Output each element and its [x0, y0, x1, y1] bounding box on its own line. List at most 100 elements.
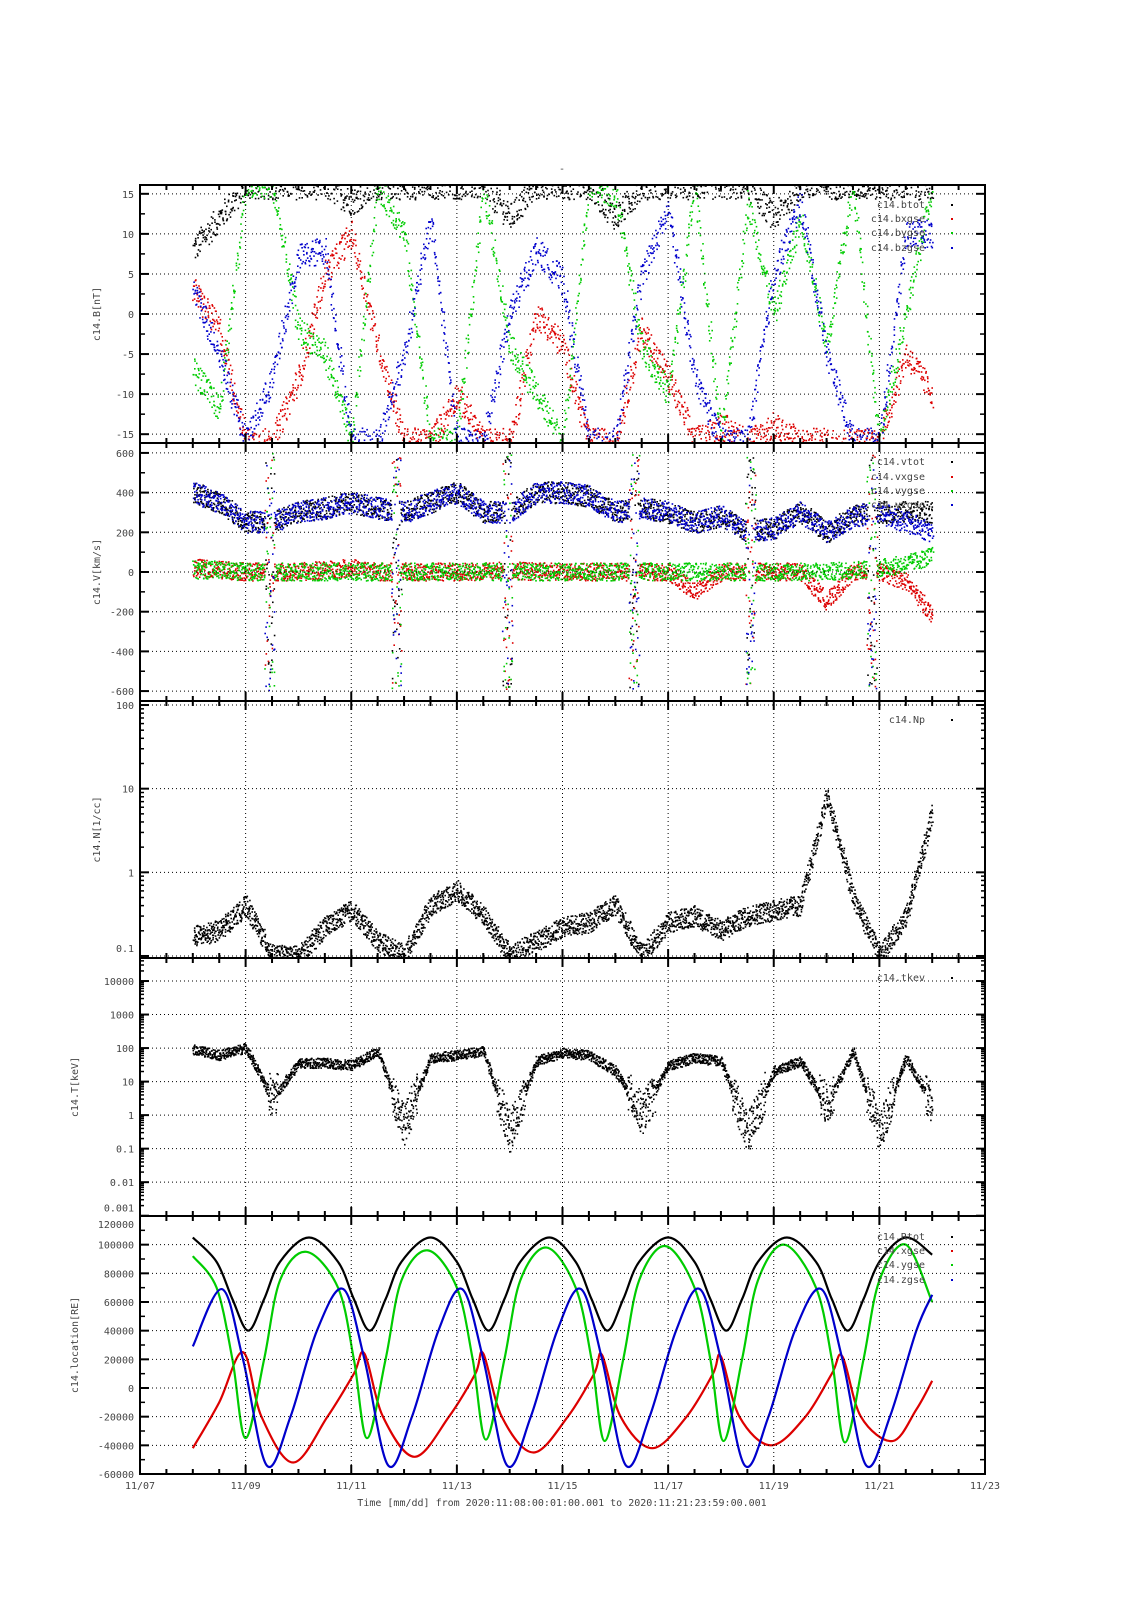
data-point [298, 366, 301, 368]
data-point [646, 343, 648, 346]
data-point [324, 280, 327, 282]
data-point [401, 432, 403, 434]
data-point [547, 412, 550, 414]
data-point [515, 416, 518, 418]
data-point [771, 209, 774, 212]
data-point [568, 389, 570, 391]
data-point [455, 427, 458, 430]
data-point [478, 421, 481, 423]
data-point [580, 425, 583, 428]
data-point [396, 226, 398, 228]
data-point [718, 417, 720, 419]
data-point [633, 373, 636, 376]
data-point [407, 192, 409, 195]
data-point [809, 438, 811, 440]
data-point [279, 424, 281, 426]
data-point [386, 390, 389, 392]
data-point [243, 201, 245, 203]
data-point [629, 280, 632, 282]
data-point [804, 192, 806, 194]
data-point [435, 191, 437, 194]
data-point [835, 186, 838, 189]
data-point [891, 406, 893, 409]
data-point [567, 349, 569, 352]
data-point [814, 431, 817, 433]
data-point [542, 394, 544, 397]
data-point [886, 193, 888, 196]
data-point [612, 211, 614, 213]
data-point [340, 195, 342, 197]
data-point [546, 410, 548, 412]
data-point [637, 337, 639, 340]
data-point [469, 422, 471, 425]
data-point [427, 185, 429, 188]
data-point [569, 386, 572, 389]
data-point [919, 198, 922, 200]
data-point [366, 293, 369, 296]
data-point [360, 271, 363, 274]
data-point [774, 437, 777, 439]
data-point [694, 430, 697, 432]
data-point [294, 319, 297, 322]
data-point [461, 415, 464, 418]
data-point [603, 429, 605, 432]
data-point [273, 194, 275, 196]
data-point [661, 195, 663, 197]
data-point [487, 215, 489, 217]
data-point [354, 255, 357, 258]
data-point [275, 200, 278, 202]
data-point [392, 410, 395, 412]
data-point [379, 355, 382, 357]
data-point [811, 437, 813, 439]
data-point [364, 191, 366, 194]
data-point [496, 187, 498, 190]
data-point [197, 297, 199, 300]
data-point [727, 392, 729, 394]
data-point [321, 282, 324, 285]
data-point [617, 218, 619, 221]
data-point [727, 370, 730, 372]
data-point [401, 421, 404, 423]
data-point [464, 411, 467, 413]
data-point [510, 439, 512, 441]
data-point [320, 277, 322, 280]
data-point [354, 233, 357, 236]
data-point [919, 361, 921, 363]
data-point [651, 361, 654, 364]
data-point [716, 386, 718, 388]
data-point [563, 185, 565, 187]
data-point [281, 238, 283, 241]
data-point [318, 354, 321, 356]
data-point [464, 357, 467, 359]
data-point [586, 426, 588, 429]
data-point [537, 313, 539, 315]
data-point [312, 333, 314, 335]
data-point [760, 265, 763, 268]
data-point [676, 342, 679, 344]
data-point [717, 412, 719, 414]
data-point [602, 208, 604, 211]
data-point [689, 211, 692, 214]
data-point [374, 323, 377, 325]
data-point [302, 339, 304, 341]
data-point [642, 340, 644, 342]
data-point [220, 344, 223, 346]
data-point [224, 357, 226, 359]
data-point [218, 210, 221, 213]
data-point [626, 196, 629, 198]
data-point [252, 195, 254, 197]
data-point [639, 332, 642, 334]
data-point [708, 325, 710, 328]
data-point [220, 381, 223, 384]
data-point [876, 188, 879, 191]
data-point [531, 370, 533, 372]
data-point [229, 364, 232, 367]
data-point [615, 206, 618, 209]
data-point [214, 219, 216, 221]
data-point [816, 302, 818, 304]
data-point [403, 222, 406, 224]
data-point [287, 194, 290, 196]
data-point [351, 220, 353, 223]
data-point [560, 345, 563, 348]
data-point [536, 194, 538, 196]
